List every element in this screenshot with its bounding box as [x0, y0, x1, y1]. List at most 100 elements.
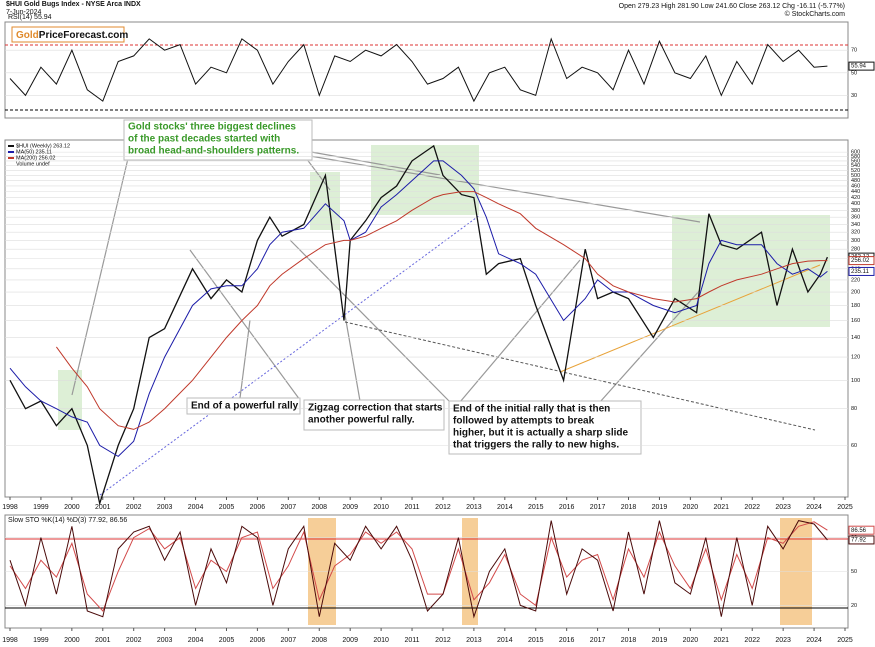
x-tick-label: 2015	[528, 504, 544, 511]
x-tick-label: 2018	[621, 637, 637, 644]
highlight-box	[371, 145, 479, 215]
annotation: Gold stocks' three biggest declines	[128, 122, 296, 133]
y-tick-label: 340	[851, 222, 860, 228]
pointer	[189, 249, 301, 401]
pointer	[71, 149, 131, 396]
y-tick-label: 30	[851, 93, 857, 99]
y-tick-label: 420	[851, 195, 860, 201]
header-title: $HUI Gold Bugs Index - NYSE Arca INDX	[6, 1, 141, 8]
x-tick-label: 2010	[373, 504, 389, 511]
x-tick-label: 2011	[405, 504, 420, 511]
x-tick-label: 2014	[497, 504, 513, 511]
x-tick-label: 2015	[528, 637, 544, 644]
x-tick-label: 2007	[281, 637, 297, 644]
pointer	[299, 149, 441, 176]
x-tick-label: 2005	[219, 637, 235, 644]
y-tick-label: 160	[851, 318, 860, 324]
y-tick-label: 140	[851, 335, 860, 341]
pointer	[599, 289, 701, 403]
last-value-label: 86.56	[851, 528, 867, 534]
pointer	[289, 239, 451, 403]
x-tick-label: 2008	[311, 637, 327, 644]
x-tick-label: 2022	[744, 504, 760, 511]
x-tick-label: 2024	[806, 637, 822, 644]
x-tick-label: 1998	[2, 637, 18, 644]
x-tick-label: 2023	[775, 504, 791, 511]
x-tick-label: 2002	[126, 504, 142, 511]
y-tick-label: 180	[851, 303, 860, 309]
x-tick-label: 2020	[683, 504, 699, 511]
trend-line	[559, 264, 821, 373]
annotation: End of the initial rally that is then	[453, 404, 610, 415]
highlight-box	[58, 370, 82, 430]
y-tick-label: 50	[851, 569, 857, 575]
y-tick-label: 460	[851, 183, 860, 189]
x-tick-label: 2003	[157, 637, 173, 644]
trend-line	[344, 321, 816, 431]
x-tick-label: 2012	[435, 637, 451, 644]
x-tick-label: 2005	[219, 504, 235, 511]
y-tick-label: 280	[851, 247, 860, 253]
y-tick-label: 70	[851, 48, 857, 54]
annotation: higher, but it is actually a sharp slide	[453, 428, 628, 439]
trend-line	[99, 214, 481, 496]
x-tick-label: 2002	[126, 637, 142, 644]
x-tick-label: 2009	[342, 637, 358, 644]
logo: GoldPriceForecast.com	[16, 30, 128, 41]
annotation: broad head-and-shoulders patterns.	[128, 146, 299, 157]
x-tick-label: 2012	[435, 504, 451, 511]
last-value-box	[848, 61, 875, 71]
y-tick-label: 120	[851, 355, 860, 361]
x-tick-label: 2021	[714, 637, 730, 644]
panel-label: RSI(14) 55.94	[8, 14, 52, 21]
x-tick-label: 2006	[250, 637, 266, 644]
y-tick-label: 480	[851, 178, 860, 184]
y-tick-label: 520	[851, 168, 860, 174]
legend-swatch	[8, 157, 14, 159]
header-date: 7-Jun-2024	[6, 9, 42, 16]
x-tick-label: 1999	[33, 504, 49, 511]
x-tick-label: 2025	[837, 504, 853, 511]
legend-label: MA(200) 256.02	[16, 155, 55, 161]
annotation-box	[186, 397, 301, 415]
x-tick-label: 2009	[342, 504, 358, 511]
y-tick-label: 360	[851, 215, 860, 221]
last-value-label: 77.92	[851, 538, 867, 544]
x-tick-label: 2019	[652, 504, 668, 511]
x-tick-label: 2001	[95, 504, 111, 511]
y-tick-label: 380	[851, 208, 860, 214]
credit: © StockCharts.com	[785, 10, 846, 18]
x-tick-label: 2011	[405, 637, 420, 644]
x-tick-label: 2019	[652, 637, 668, 644]
y-tick-label: 580	[851, 154, 860, 160]
series-line	[9, 520, 828, 619]
series-line	[9, 521, 828, 612]
y-tick-label: 60	[851, 443, 857, 449]
pointer	[344, 314, 361, 402]
series-line	[55, 191, 828, 430]
pointer	[309, 155, 701, 223]
x-tick-label: 2004	[188, 504, 204, 511]
y-tick-label: 300	[851, 238, 860, 244]
annotation: Zigzag correction that starts	[308, 403, 443, 414]
legend-swatch	[8, 151, 14, 153]
highlight-box	[672, 215, 830, 327]
y-tick-label: 600	[851, 150, 860, 156]
x-tick-label: 2017	[590, 504, 606, 511]
x-tick-label: 2016	[559, 504, 575, 511]
pointer	[239, 319, 251, 399]
rsi-frame	[4, 21, 849, 119]
y-tick-label: 500	[851, 173, 860, 179]
annotation-box	[303, 399, 445, 431]
last-value-label: 256.02	[851, 258, 870, 264]
last-value-box	[848, 256, 875, 266]
y-tick-label: 100	[851, 378, 860, 384]
header-quote: Open 279.23 High 281.90 Low 241.60 Close…	[619, 3, 845, 10]
legend-swatch	[8, 145, 14, 147]
annotation: of the past decades started with	[128, 134, 280, 145]
y-tick-label: 80	[851, 406, 857, 412]
legend-label: Volume undef	[16, 161, 50, 167]
last-value-box	[848, 535, 875, 545]
last-value-box	[848, 266, 875, 276]
